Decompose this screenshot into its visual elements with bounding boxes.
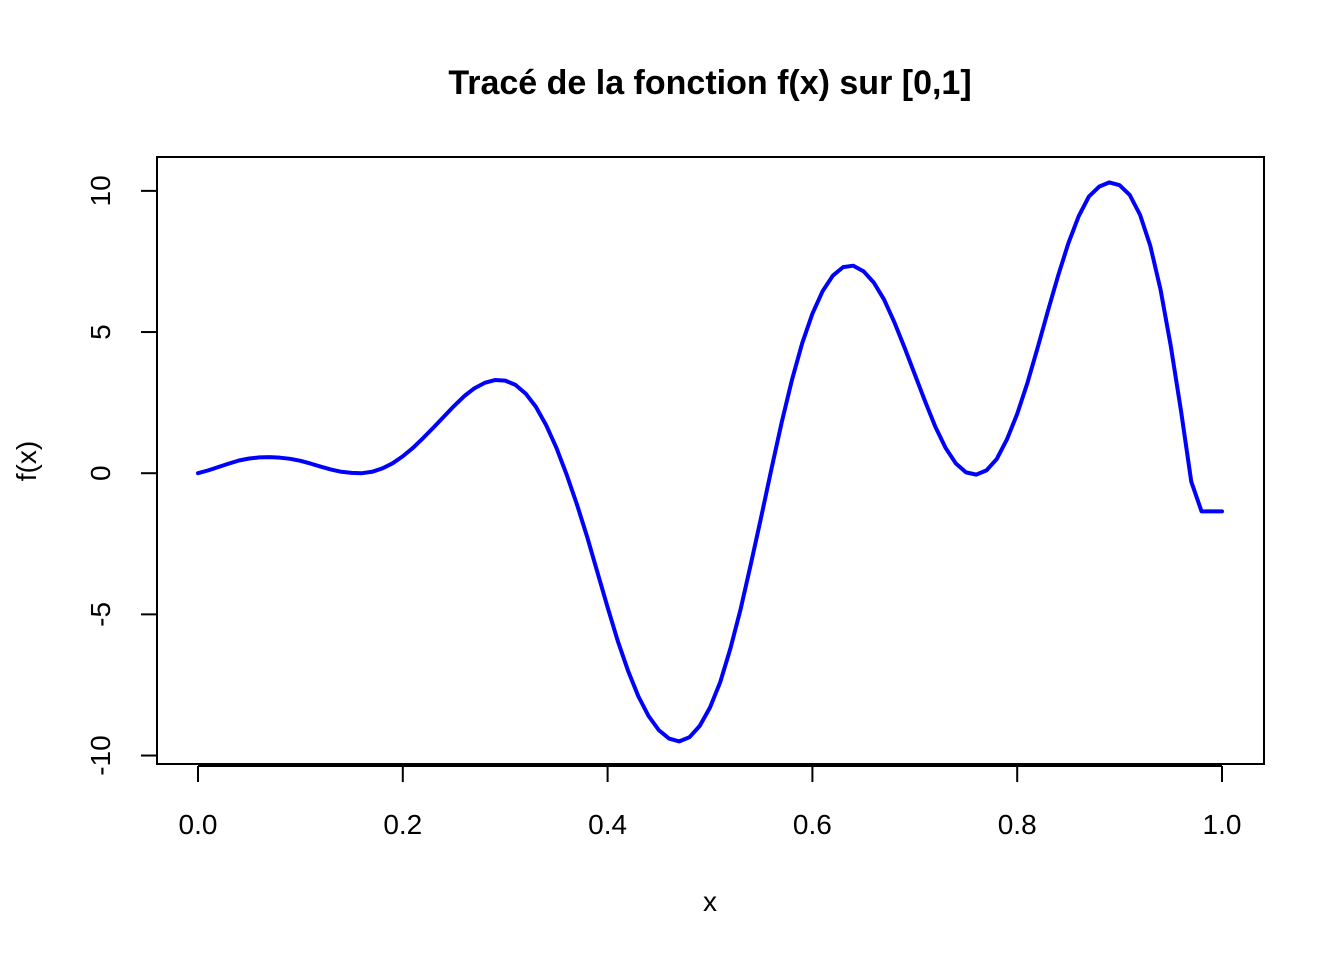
x-axis-label: x [703,886,717,917]
x-axis: 0.0 0.2 0.4 0.6 0.8 1.0 [179,765,1242,840]
y-axis-label: f(x) [11,441,42,481]
y-tick-label: -10 [85,735,116,775]
plot-frame [156,156,1265,765]
y-tick-label: 10 [85,175,116,206]
series-line-f [196,180,1224,744]
x-tick-label: 0.6 [793,809,832,840]
y-tick-label: 0 [85,465,116,481]
x-tick-label: 0.8 [998,809,1037,840]
x-tick-label: 0.2 [383,809,422,840]
y-tick-label: 5 [85,324,116,340]
x-tick-label: 1.0 [1203,809,1242,840]
y-tick-label: -5 [85,602,116,627]
chart-title: Tracé de la fonction f(x) sur [0,1] [448,64,971,102]
y-axis: -10 -5 0 5 10 [85,175,158,776]
x-tick-label: 0.0 [179,809,218,840]
x-tick-label: 0.4 [588,809,627,840]
